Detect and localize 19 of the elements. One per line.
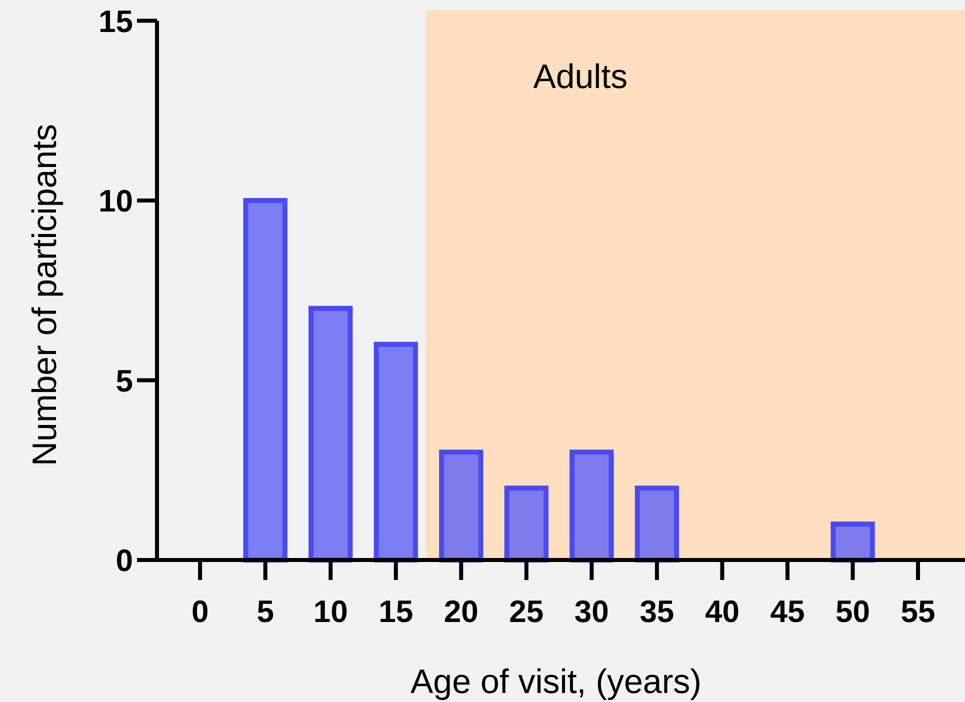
x-tick-label: 40: [704, 594, 740, 629]
y-tick-label: 15: [98, 4, 133, 39]
y-axis-title: Number of participants: [26, 124, 64, 466]
x-tick-label: 0: [191, 594, 209, 629]
band-label: Adults: [533, 58, 628, 96]
y-tick-label: 10: [98, 184, 133, 219]
x-tick-label: 45: [770, 594, 805, 629]
y-tick-label: 5: [116, 363, 133, 398]
x-axis-title: Age of visit, (years): [410, 663, 702, 701]
x-tick-label: 30: [574, 594, 609, 629]
x-tick-label: 5: [256, 594, 274, 629]
x-tick-label: 55: [900, 594, 936, 629]
x-tick-label: 10: [313, 594, 348, 629]
x-tick-label: 15: [378, 594, 414, 629]
x-tick-label: 35: [640, 594, 674, 629]
y-tick-label: 0: [116, 543, 133, 578]
x-tick-label: 50: [836, 594, 870, 629]
x-tick-label: 25: [509, 594, 544, 629]
x-tick-label: 20: [444, 594, 478, 629]
